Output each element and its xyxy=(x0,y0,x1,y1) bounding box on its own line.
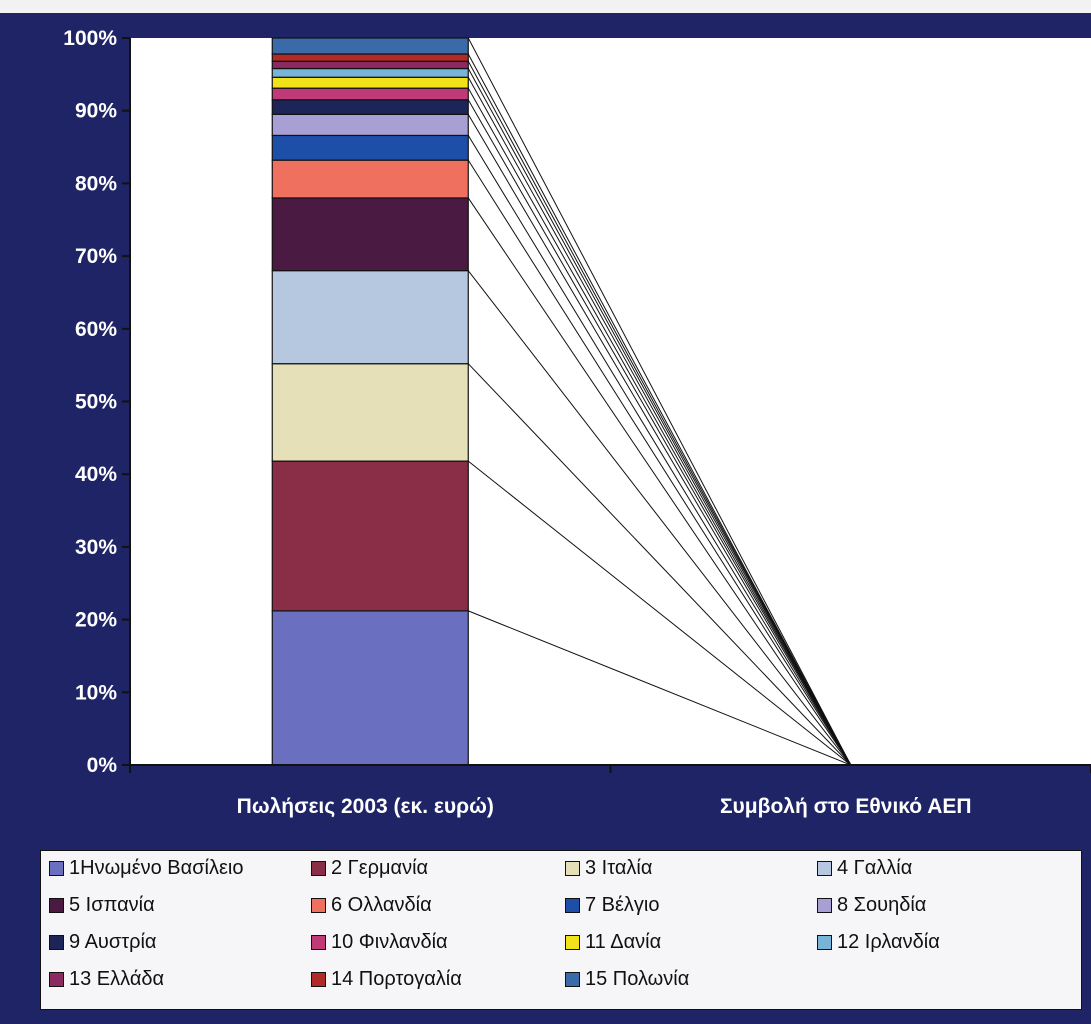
series-line xyxy=(467,159,852,766)
legend-swatch xyxy=(49,860,64,876)
bar-segment xyxy=(271,159,469,199)
legend-label: 4 Γαλλία xyxy=(837,856,913,879)
legend-swatch xyxy=(49,934,64,950)
bar-segment xyxy=(271,99,469,115)
y-tick-label: 10% xyxy=(75,681,117,704)
legend-swatch xyxy=(565,897,580,913)
bar-segment xyxy=(271,113,469,137)
legend-item: 13 Ελλάδα xyxy=(49,966,164,992)
series-line xyxy=(467,114,852,766)
bar-segment xyxy=(271,197,469,272)
stacked-bar-chart: 0% 10% 20% 30% 40% 50% 60% 70% 80% 90% 100% Πωλήσε… xyxy=(63,27,1091,818)
y-tick-label: 60% xyxy=(75,318,117,341)
legend-swatch xyxy=(565,971,580,987)
bar-segment xyxy=(271,363,469,462)
bar-segment xyxy=(271,134,469,161)
series-line xyxy=(467,87,852,766)
series-line xyxy=(467,77,852,766)
y-tick-label: 70% xyxy=(75,245,117,268)
bar-segment xyxy=(271,87,469,101)
x-category-label: Πωλήσεις 2003 (εκ. ευρώ) xyxy=(237,795,494,818)
legend-swatch xyxy=(311,971,326,987)
legend-label: 14 Πορτογαλία xyxy=(331,967,462,990)
bar-segment xyxy=(271,53,469,62)
legend: 1Ηνωμένο Βασίλειο 2 Γερμανία 3 Ιταλία 4 Γαλ… xyxy=(40,850,1082,1010)
bar-segment xyxy=(271,76,469,89)
legend-item: 12 Ιρλανδία xyxy=(817,929,940,955)
legend-swatch xyxy=(311,860,326,876)
legend-label: 7 Βέλγιο xyxy=(585,893,660,916)
top-strip xyxy=(0,0,1091,14)
legend-label: 5 Ισπανία xyxy=(69,893,155,916)
legend-label: 12 Ιρλανδία xyxy=(837,930,940,953)
legend-label: 1Ηνωμένο Βασίλειο xyxy=(69,856,244,879)
legend-swatch xyxy=(311,897,326,913)
legend-item: 9 Αυστρία xyxy=(49,929,156,955)
series-line xyxy=(468,610,851,766)
top-strip-border xyxy=(0,13,1091,17)
axes xyxy=(122,37,1091,773)
legend-label: 10 Φινλανδία xyxy=(331,930,448,953)
legend-swatch xyxy=(49,897,64,913)
bar-segment xyxy=(271,60,469,70)
legend-swatch xyxy=(817,860,832,876)
legend-swatch xyxy=(817,934,832,950)
bar-segment xyxy=(271,37,469,55)
series-line xyxy=(467,37,852,766)
series-line xyxy=(467,270,852,766)
legend-label: 13 Ελλάδα xyxy=(69,967,165,990)
bar-segment xyxy=(271,67,469,78)
legend-label: 11 Δανία xyxy=(585,930,662,953)
legend-item: 8 Σουηδία xyxy=(817,892,926,918)
legend-item: 4 Γαλλία xyxy=(817,855,912,881)
series-lines xyxy=(467,37,852,766)
series-line xyxy=(467,61,852,766)
legend-item: 2 Γερμανία xyxy=(311,855,428,881)
legend-item: 15 Πολωνία xyxy=(565,966,689,992)
x-category-labels: Πωλήσεις 2003 (εκ. ευρώ) Συμβολή στο Εθνι… xyxy=(237,795,972,818)
y-tick-label: 30% xyxy=(75,536,117,559)
legend-item: 14 Πορτογαλία xyxy=(311,966,462,992)
legend-item: 6 Ολλανδία xyxy=(311,892,432,918)
x-category-label: Συμβολή στο Εθνικό ΑΕΠ xyxy=(720,795,972,818)
y-tick-label: 20% xyxy=(75,609,117,632)
legend-label: 2 Γερμανία xyxy=(331,856,429,879)
series-line xyxy=(467,363,852,766)
legend-label: 6 Ολλανδία xyxy=(331,893,432,916)
y-tick-label: 40% xyxy=(75,463,117,486)
bar-segment xyxy=(271,270,469,365)
series-line xyxy=(467,99,852,766)
legend-swatch xyxy=(817,897,832,913)
legend-swatch xyxy=(49,971,64,987)
legend-item: 11 Δανία xyxy=(565,929,661,955)
series-line xyxy=(467,135,852,766)
series-line xyxy=(467,197,852,766)
legend-label: 3 Ιταλία xyxy=(585,856,653,879)
series-line xyxy=(467,68,852,766)
y-tick-labels: 0% 10% 20% 30% 40% 50% 60% 70% 80% 90% 100% xyxy=(63,27,117,777)
bar-segment xyxy=(271,610,469,766)
legend-item: 1Ηνωμένο Βασίλειο xyxy=(49,855,243,881)
y-tick-label: 90% xyxy=(75,100,117,123)
legend-swatch xyxy=(311,934,326,950)
y-tick-label: 50% xyxy=(75,391,117,414)
y-tick-label: 100% xyxy=(63,27,117,50)
y-tick-label: 80% xyxy=(75,172,117,195)
legend-item: 10 Φινλανδία xyxy=(311,929,448,955)
legend-swatch xyxy=(565,934,580,950)
series-line xyxy=(467,53,852,766)
legend-item: 7 Βέλγιο xyxy=(565,892,660,918)
bar-segments xyxy=(271,37,469,766)
legend-label: 8 Σουηδία xyxy=(837,893,927,916)
legend-item: 3 Ιταλία xyxy=(565,855,652,881)
y-tick-label: 0% xyxy=(87,754,118,777)
legend-swatch xyxy=(565,860,580,876)
legend-item: 5 Ισπανία xyxy=(49,892,155,918)
bar-segment xyxy=(271,460,469,612)
legend-label: 9 Αυστρία xyxy=(69,930,157,953)
legend-label: 15 Πολωνία xyxy=(585,967,690,990)
series-line xyxy=(467,460,852,766)
